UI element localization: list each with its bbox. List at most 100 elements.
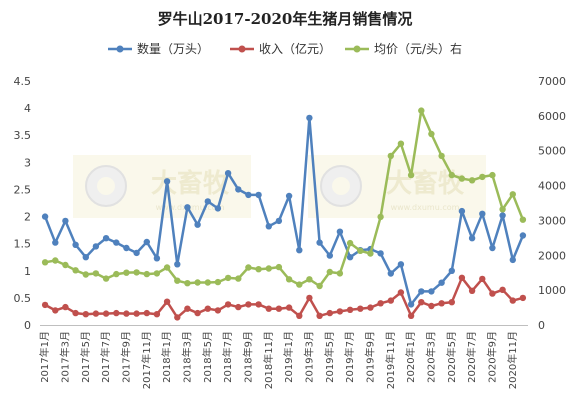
data-point [489,244,496,252]
data-point [336,228,344,235]
y-right-tick-label: 5000 [538,145,566,158]
data-point [326,268,333,276]
data-point [194,221,201,228]
data-point [72,267,79,274]
data-point [519,216,527,223]
data-point [438,152,445,160]
y-axis-right: 0 1000 2000 3000 4000 5000 6000 7000 [538,75,566,332]
data-point [407,312,415,319]
y-left-tick-label: 4.5 [14,75,32,88]
data-point [235,303,242,311]
data-point [285,192,293,200]
data-point [377,250,384,257]
data-point [174,261,181,268]
data-point [438,279,445,286]
data-point [479,210,486,217]
x-tick-label: 2020年7月 [465,331,478,383]
y-left-tick-label: 2 [24,211,31,224]
y-left-tick-label: 1 [24,265,31,278]
y-right-tick-label: 2000 [538,249,566,262]
data-point [519,294,527,302]
data-point [377,213,384,221]
data-point [448,299,455,306]
data-point [62,303,69,311]
x-tick-label: 2019年3月 [302,331,315,383]
x-tick-label: 2018年7月 [221,331,234,383]
y-right-tick-label: 0 [538,319,545,332]
data-point [285,276,293,283]
data-point [519,232,527,239]
data-point [133,249,140,257]
data-point [397,289,405,296]
x-axis: 2017年1月 2017年3月 2017年5月 2017年7月 2017年9月 2017年… [38,331,519,389]
data-point [296,281,303,288]
data-point [224,301,232,308]
data-point [265,265,272,272]
y-left-tick-label: 3 [24,156,31,169]
data-point [428,288,435,295]
x-tick-label: 2020年3月 [424,331,437,383]
data-point [468,235,476,242]
x-tick-label: 2018年1月 [160,331,173,383]
data-point [285,304,293,311]
data-point [41,259,49,266]
x-tick-label: 2020年11月 [506,331,519,389]
data-point [143,270,150,278]
data-point [509,191,516,198]
data-point [113,239,120,246]
y-axis-left: 0 0.5 1 1.5 2 2.5 3 3.5 4 4.5 [14,75,32,332]
y-left-tick-label: 0.5 [14,292,32,305]
x-tick-label: 2020年5月 [445,331,458,383]
data-point [418,107,425,114]
series-0 [41,114,527,308]
data-point [52,307,59,314]
chart-title: 罗牛山2017-2020年生猪月销售情况 [158,10,413,28]
data-point [489,171,496,179]
y-left-tick-label: 3.5 [14,129,32,142]
data-point [336,308,344,315]
data-point [143,238,150,246]
data-point [448,171,455,179]
x-tick-label: 2019年9月 [363,331,376,383]
data-point [458,175,466,182]
watermark-right-url: www.dxumu.com [391,203,460,212]
data-point [275,217,283,225]
x-tick-label: 2017年3月 [58,331,71,383]
data-point [163,264,171,271]
data-point [194,309,201,317]
data-point [326,252,333,259]
data-point [153,311,161,318]
data-point [265,223,272,230]
data-point [184,305,191,312]
data-point [418,299,425,306]
data-point [245,191,252,199]
data-point [509,256,516,264]
watermark-left: 大畜牧 www.dxumu.com [73,155,251,218]
data-point [133,310,140,317]
data-point [316,239,323,246]
data-point [407,171,415,179]
y-right-tick-label: 7000 [538,75,566,88]
data-point [82,311,90,318]
data-point [346,239,354,247]
y-right-tick-label: 1000 [538,284,566,297]
x-tick-label: 2017年1月 [38,331,51,383]
data-point [224,170,232,177]
data-point [377,300,384,307]
data-point [153,255,161,262]
x-tick-label: 2017年7月 [99,331,112,383]
data-point [245,264,252,271]
data-point [123,269,130,276]
data-point [92,243,100,250]
data-point [499,212,506,219]
x-tick-label: 2020年1月 [404,331,417,383]
data-point [174,277,181,284]
data-point [214,307,222,314]
x-tick-label: 2019年7月 [343,331,356,383]
y-left-tick-label: 1.5 [14,238,32,251]
x-tick-label: 2019年1月 [282,331,295,383]
data-point [479,275,486,283]
data-point [235,275,242,282]
